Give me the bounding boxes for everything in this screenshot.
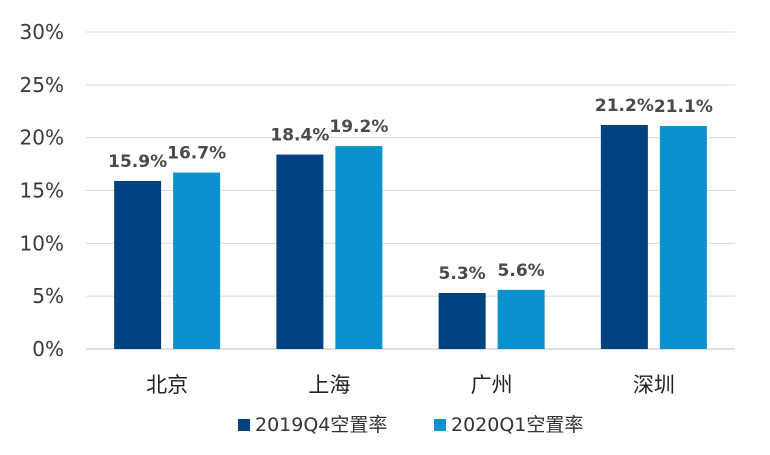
x-axis: 北京 上海 广州 深圳 <box>146 373 675 397</box>
data-label: 21.2% <box>595 96 654 116</box>
x-category-label: 北京 <box>146 373 188 397</box>
y-tick-label: 0% <box>32 337 64 361</box>
data-label: 5.6% <box>498 261 545 281</box>
bar-series2 <box>659 126 707 349</box>
y-tick-label: 30% <box>20 20 64 44</box>
y-tick-label: 10% <box>20 231 64 255</box>
x-category-label: 上海 <box>308 373 350 397</box>
bar-series2 <box>497 289 545 349</box>
data-labels: 15.9% 16.7% 18.4% 19.2% 5.3% 5.6% 21.2% 21.1% <box>108 96 713 284</box>
bar-series2 <box>335 146 383 349</box>
y-tick-label: 20% <box>20 126 64 150</box>
legend-swatch <box>434 419 446 431</box>
x-category-label: 深圳 <box>633 373 675 397</box>
bar-series1 <box>600 124 648 349</box>
data-label: 5.3% <box>439 264 486 284</box>
y-tick-label: 15% <box>20 179 64 203</box>
bars <box>114 124 707 349</box>
y-tick-label: 25% <box>20 73 64 97</box>
legend-label: 2019Q4空置率 <box>255 414 387 436</box>
bar-series1 <box>438 292 486 349</box>
data-label: 16.7% <box>167 144 226 164</box>
x-category-label: 广州 <box>471 373 513 397</box>
data-label: 15.9% <box>108 152 167 172</box>
bar-series1 <box>114 180 162 349</box>
y-tick-label: 5% <box>32 284 64 308</box>
legend: 2019Q4空置率 2020Q1空置率 <box>238 414 583 436</box>
bar-series2 <box>173 172 221 349</box>
y-axis: 0% 5% 10% 15% 20% 25% 30% <box>20 20 64 361</box>
legend-label: 2020Q1空置率 <box>451 414 583 436</box>
bar-series1 <box>276 154 324 349</box>
data-label: 19.2% <box>329 117 388 137</box>
data-label: 18.4% <box>270 126 329 146</box>
data-label: 21.1% <box>654 97 713 117</box>
legend-swatch <box>238 419 250 431</box>
